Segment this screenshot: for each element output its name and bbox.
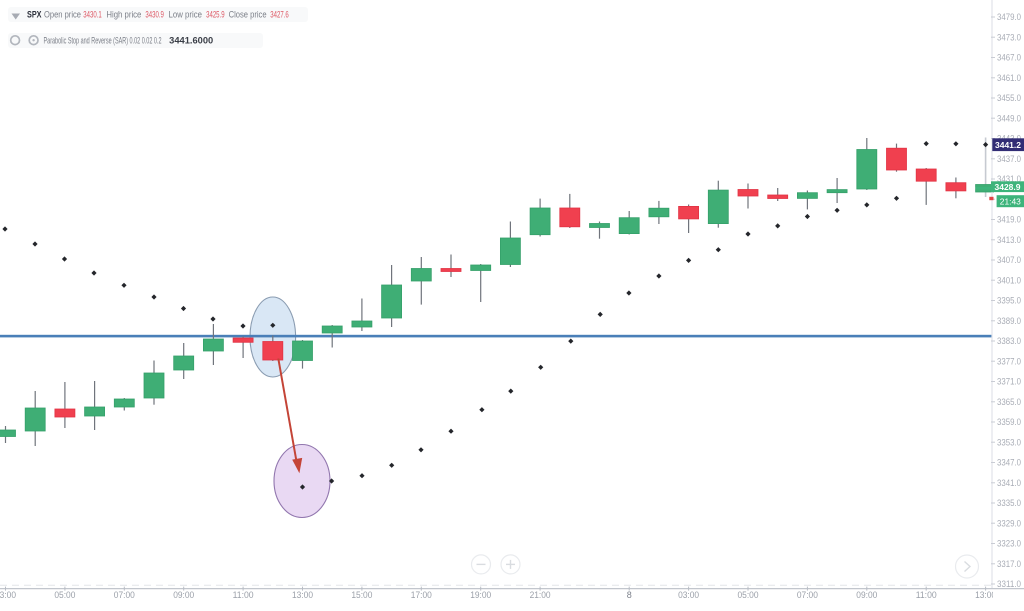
svg-text:High price: High price <box>106 9 141 19</box>
svg-text:07:00: 07:00 <box>114 590 135 600</box>
svg-text:3473.0: 3473.0 <box>997 33 1021 43</box>
svg-text:05:00: 05:00 <box>54 590 75 600</box>
svg-text:3430.9: 3430.9 <box>145 9 164 19</box>
svg-text:3455.0: 3455.0 <box>997 93 1021 103</box>
svg-text:19:00: 19:00 <box>470 590 491 600</box>
svg-text:3430.1: 3430.1 <box>83 9 102 19</box>
svg-text:11:00: 11:00 <box>916 590 937 600</box>
svg-text:3425.9: 3425.9 <box>206 9 225 19</box>
svg-text:13:00: 13:00 <box>292 590 313 600</box>
svg-text:03:00: 03:00 <box>0 590 16 600</box>
svg-text:3341.0: 3341.0 <box>997 478 1021 488</box>
svg-text:3377.0: 3377.0 <box>997 356 1021 366</box>
svg-text:21:43: 21:43 <box>1000 196 1021 206</box>
svg-text:3317.0: 3317.0 <box>997 559 1021 569</box>
svg-text:13:00: 13:00 <box>975 590 996 600</box>
svg-text:3427.6: 3427.6 <box>270 9 289 19</box>
svg-text:11:00: 11:00 <box>233 590 254 600</box>
svg-text:03:00: 03:00 <box>678 590 699 600</box>
svg-text:3335.0: 3335.0 <box>997 498 1021 508</box>
svg-text:3479.0: 3479.0 <box>997 12 1021 22</box>
svg-text:3311.0: 3311.0 <box>997 579 1021 589</box>
svg-text:09:00: 09:00 <box>856 590 877 600</box>
svg-text:3461.0: 3461.0 <box>997 73 1021 83</box>
svg-text:07:00: 07:00 <box>797 590 818 600</box>
svg-text:SPX: SPX <box>27 9 42 19</box>
svg-text:3347.0: 3347.0 <box>997 458 1021 468</box>
svg-text:3431.0: 3431.0 <box>997 174 1021 184</box>
svg-text:3413.0: 3413.0 <box>997 235 1021 245</box>
svg-text:3449.0: 3449.0 <box>997 114 1021 124</box>
svg-text:8: 8 <box>627 590 632 600</box>
svg-text:3365.0: 3365.0 <box>997 397 1021 407</box>
svg-text:17:00: 17:00 <box>411 590 432 600</box>
svg-text:3407.0: 3407.0 <box>997 255 1021 265</box>
svg-text:3353.0: 3353.0 <box>997 437 1021 447</box>
svg-text:3389.0: 3389.0 <box>997 316 1021 326</box>
svg-text:Close price: Close price <box>229 9 267 19</box>
svg-text:3371.0: 3371.0 <box>997 377 1021 387</box>
svg-text:3323.0: 3323.0 <box>997 539 1021 549</box>
svg-text:3419.0: 3419.0 <box>997 215 1021 225</box>
svg-text:3441.2: 3441.2 <box>995 140 1021 150</box>
svg-text:15:00: 15:00 <box>351 590 372 600</box>
svg-text:21:00: 21:00 <box>530 590 551 600</box>
svg-text:09:00: 09:00 <box>173 590 194 600</box>
svg-text:3437.0: 3437.0 <box>997 154 1021 164</box>
svg-text:3428.9: 3428.9 <box>995 182 1021 192</box>
svg-text:3383.0: 3383.0 <box>997 336 1021 346</box>
svg-text:3401.0: 3401.0 <box>997 275 1021 285</box>
svg-text:Parabolic Stop and Reverse (SA: Parabolic Stop and Reverse (SAR) 0.02 0.… <box>44 35 162 45</box>
svg-text:3441.6000: 3441.6000 <box>169 35 213 45</box>
svg-text:3329.0: 3329.0 <box>997 519 1021 529</box>
svg-text:05:00: 05:00 <box>738 590 759 600</box>
svg-text:3467.0: 3467.0 <box>997 53 1021 63</box>
svg-text:3359.0: 3359.0 <box>997 417 1021 427</box>
svg-text:Open price: Open price <box>44 9 81 19</box>
svg-text:Low price: Low price <box>169 9 203 19</box>
svg-text:3395.0: 3395.0 <box>997 296 1021 306</box>
